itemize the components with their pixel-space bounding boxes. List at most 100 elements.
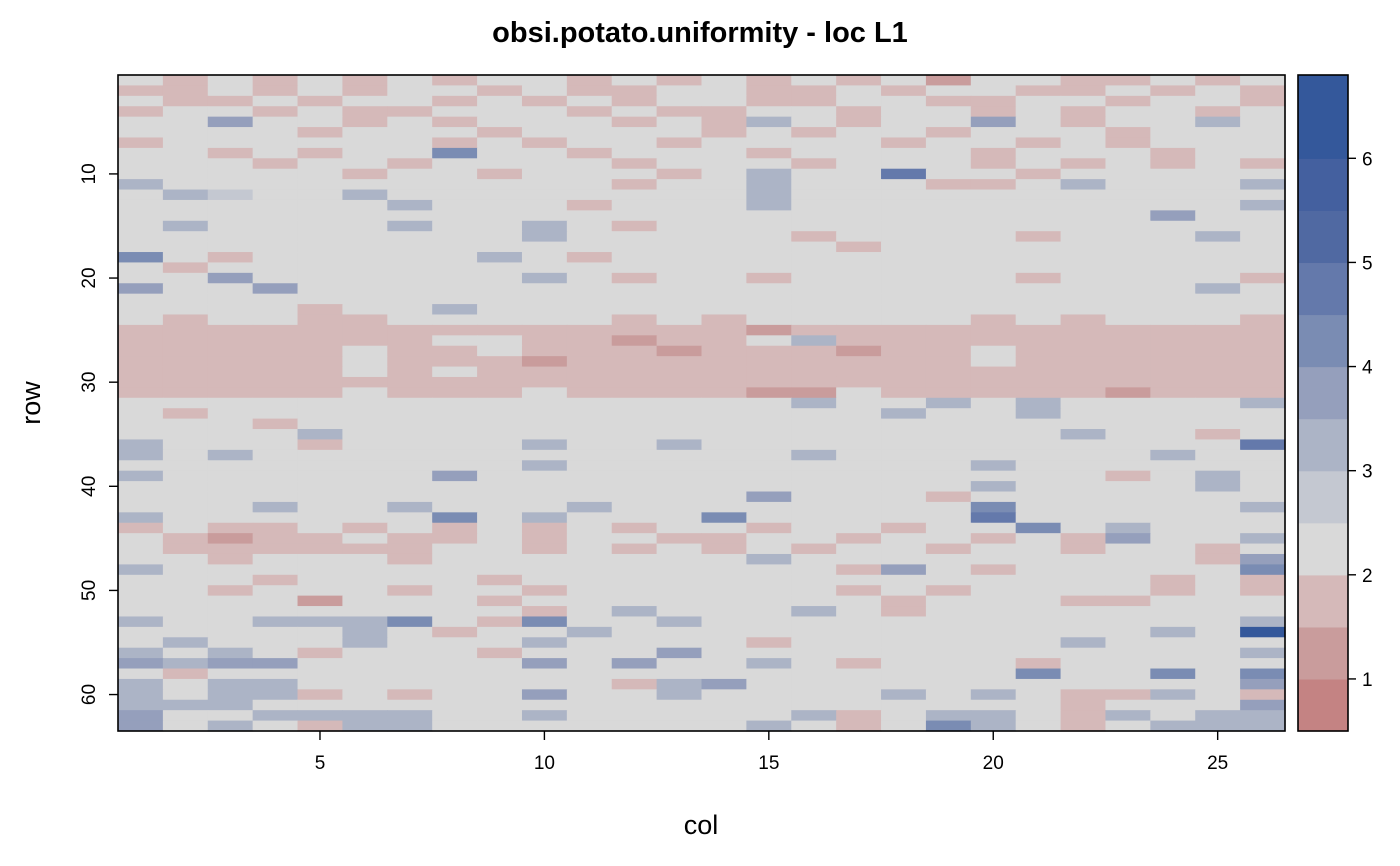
heatmap-cell	[118, 481, 164, 493]
heatmap-cell	[1195, 189, 1241, 201]
heatmap-cell	[432, 595, 478, 607]
heatmap-cell	[342, 574, 388, 586]
heatmap-cell	[1150, 147, 1196, 159]
heatmap-cell	[387, 522, 433, 534]
heatmap-cell	[162, 335, 209, 347]
heatmap-cell	[611, 199, 658, 211]
heatmap-cell	[342, 501, 388, 513]
heatmap-cell	[297, 720, 344, 732]
heatmap-cell	[432, 710, 478, 722]
heatmap-cell	[970, 616, 1017, 628]
heatmap-cell	[925, 616, 972, 628]
heatmap-cell	[1195, 449, 1241, 461]
heatmap-cell	[836, 439, 882, 451]
heatmap-cell	[881, 283, 927, 295]
heatmap-cell	[342, 293, 388, 305]
heatmap-cells	[118, 75, 1286, 732]
heatmap-cell	[836, 710, 882, 722]
heatmap-cell	[1240, 335, 1286, 347]
heatmap-cell	[1240, 585, 1286, 597]
heatmap-cell	[1240, 481, 1286, 493]
heatmap-cell	[970, 345, 1017, 357]
heatmap-cell	[611, 158, 658, 170]
heatmap-cell	[207, 678, 254, 690]
heatmap-cell	[1240, 647, 1286, 659]
heatmap-cell	[162, 376, 209, 388]
heatmap-cell	[477, 158, 523, 170]
heatmap-cell	[207, 574, 254, 586]
heatmap-cell	[836, 481, 882, 493]
heatmap-cell	[656, 449, 703, 461]
heatmap-cell	[162, 356, 209, 368]
heatmap-cell	[881, 637, 927, 649]
heatmap-cell	[207, 491, 254, 503]
heatmap-cell	[656, 397, 703, 409]
heatmap-cell	[521, 626, 568, 638]
heatmap-cell	[1195, 439, 1241, 451]
heatmap-cell	[1240, 397, 1286, 409]
heatmap-cell	[611, 460, 658, 472]
heatmap-cell	[791, 189, 837, 201]
heatmap-cell	[925, 376, 972, 388]
heatmap-cell	[566, 501, 613, 513]
heatmap-cell	[432, 272, 478, 284]
heatmap-cell	[1150, 512, 1196, 524]
heatmap-cell	[1060, 408, 1107, 420]
heatmap-cell	[1105, 304, 1151, 316]
heatmap-cell	[1240, 252, 1286, 264]
heatmap-cell	[297, 231, 344, 243]
heatmap-cell	[746, 376, 792, 388]
heatmap-cell	[566, 314, 613, 326]
heatmap-cell	[746, 314, 792, 326]
heatmap-cell	[925, 710, 972, 722]
heatmap-cell	[432, 179, 478, 191]
heatmap-cell	[970, 678, 1017, 690]
heatmap-cell	[881, 501, 927, 513]
heatmap-cell	[1060, 376, 1107, 388]
heatmap-cell	[1105, 283, 1151, 295]
heatmap-cell	[925, 241, 972, 253]
heatmap-cell	[297, 585, 344, 597]
heatmap-cell	[207, 720, 254, 732]
heatmap-cell	[1105, 689, 1151, 701]
heatmap-cell	[970, 168, 1017, 180]
heatmap-cell	[701, 689, 747, 701]
heatmap-cell	[432, 75, 478, 87]
heatmap-cell	[791, 689, 837, 701]
heatmap-cell	[521, 678, 568, 690]
heatmap-cell	[836, 335, 882, 347]
heatmap-cell	[432, 324, 478, 336]
heatmap-cell	[387, 553, 433, 565]
heatmap-cell	[477, 449, 523, 461]
heatmap-cell	[656, 429, 703, 441]
heatmap-cell	[881, 366, 927, 378]
heatmap-cell	[881, 397, 927, 409]
heatmap-cell	[701, 668, 747, 680]
heatmap-cell	[207, 616, 254, 628]
heatmap-cell	[521, 397, 568, 409]
heatmap-cell	[207, 626, 254, 638]
heatmap-cell	[162, 116, 209, 128]
heatmap-cell	[118, 658, 164, 670]
heatmap-cell	[387, 304, 433, 316]
heatmap-cell	[836, 304, 882, 316]
heatmap-cell	[162, 699, 209, 711]
heatmap-cell	[701, 324, 747, 336]
heatmap-cell	[791, 481, 837, 493]
heatmap-cell	[970, 668, 1017, 680]
heatmap-cell	[162, 75, 209, 87]
heatmap-cell	[701, 376, 747, 388]
heatmap-cell	[1060, 127, 1107, 139]
heatmap-cell	[1105, 366, 1151, 378]
heatmap-cell	[746, 95, 792, 107]
heatmap-cell	[1015, 231, 1062, 243]
heatmap-cell	[521, 231, 568, 243]
heatmap-cell	[1015, 522, 1062, 534]
heatmap-cell	[477, 262, 523, 274]
heatmap-cell	[1240, 449, 1286, 461]
heatmap-cell	[611, 585, 658, 597]
colorbar-tick-label: 1	[1362, 670, 1373, 691]
heatmap-cell	[656, 564, 703, 576]
heatmap-cell	[521, 585, 568, 597]
heatmap-cell	[701, 470, 747, 482]
